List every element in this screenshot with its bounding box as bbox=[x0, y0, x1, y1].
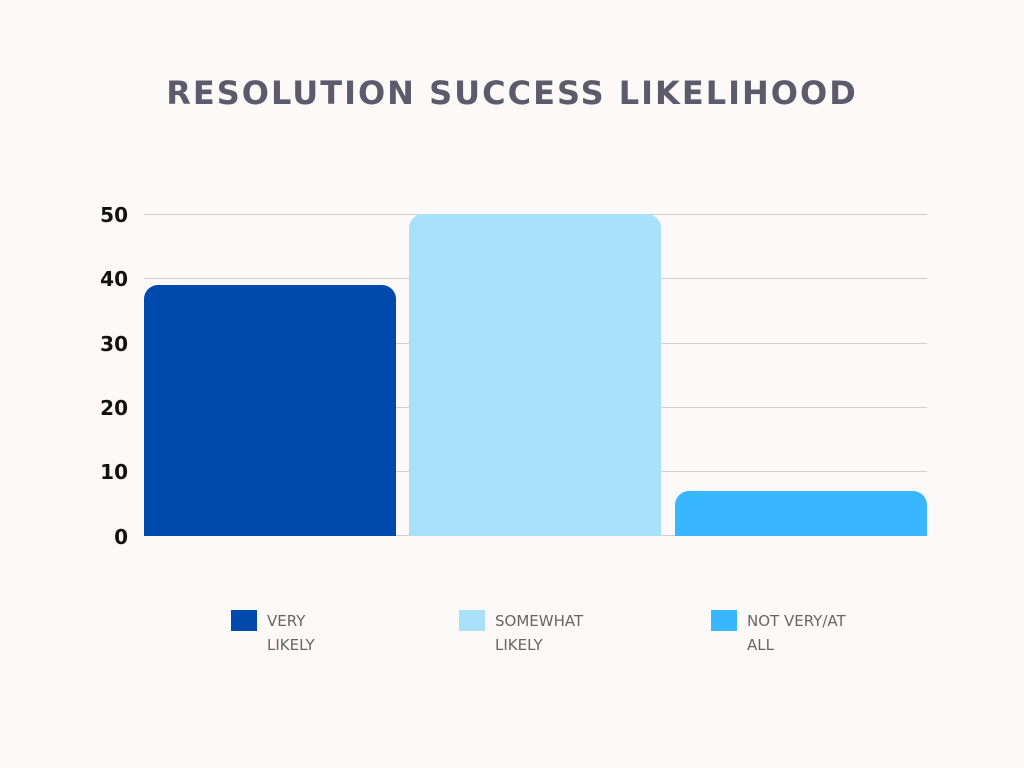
legend-label: VERY LIKELY bbox=[267, 612, 315, 654]
bar-not-very bbox=[675, 490, 927, 536]
legend-swatch bbox=[711, 610, 737, 631]
legend-item-somewhat-likely: SOMEWHAT LIKELY bbox=[459, 609, 615, 657]
y-tick-20: 20 bbox=[100, 396, 128, 420]
y-tick-10: 10 bbox=[100, 460, 128, 484]
plot-area bbox=[144, 214, 927, 536]
y-tick-0: 0 bbox=[114, 525, 128, 549]
legend-swatch bbox=[231, 610, 257, 631]
legend-label: NOT VERY/AT ALL bbox=[747, 612, 846, 654]
bar-very-likely bbox=[144, 284, 396, 536]
y-tick-50: 50 bbox=[100, 203, 128, 227]
y-tick-40: 40 bbox=[100, 267, 128, 291]
legend-swatch bbox=[459, 610, 485, 631]
chart-title: RESOLUTION SUCCESS LIKELIHOOD bbox=[166, 74, 858, 112]
bar-somewhat-likely bbox=[409, 214, 661, 536]
legend-item-very-likely: VERY LIKELY bbox=[231, 609, 387, 657]
legend-label: SOMEWHAT LIKELY bbox=[495, 612, 584, 654]
y-tick-30: 30 bbox=[100, 332, 128, 356]
legend-item-not-very: NOT VERY/AT ALL bbox=[711, 609, 867, 657]
